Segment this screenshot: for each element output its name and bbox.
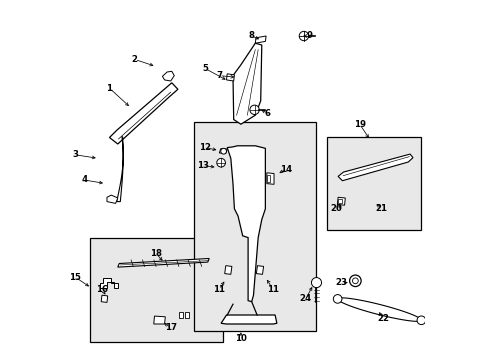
Circle shape xyxy=(220,148,226,154)
Text: 7: 7 xyxy=(216,71,222,80)
Polygon shape xyxy=(185,312,189,318)
Bar xyxy=(326,137,420,230)
Polygon shape xyxy=(118,258,209,267)
Text: 1: 1 xyxy=(106,84,112,93)
Polygon shape xyxy=(153,316,165,324)
Polygon shape xyxy=(224,266,231,274)
Text: 20: 20 xyxy=(330,204,342,213)
Polygon shape xyxy=(107,195,118,203)
Circle shape xyxy=(352,278,358,284)
Text: 11: 11 xyxy=(213,285,225,294)
Polygon shape xyxy=(221,315,276,324)
Polygon shape xyxy=(162,71,174,81)
Text: 4: 4 xyxy=(81,175,87,184)
Text: 3: 3 xyxy=(72,150,78,159)
Text: 19: 19 xyxy=(353,120,365,129)
Text: 8: 8 xyxy=(248,31,254,40)
Polygon shape xyxy=(117,137,123,202)
Polygon shape xyxy=(227,146,265,302)
Text: 17: 17 xyxy=(164,323,176,332)
Text: 16: 16 xyxy=(96,285,108,294)
Text: 22: 22 xyxy=(376,314,388,323)
Circle shape xyxy=(349,275,361,287)
Text: 5: 5 xyxy=(202,64,207,73)
Polygon shape xyxy=(179,312,183,318)
Circle shape xyxy=(216,158,225,167)
Polygon shape xyxy=(266,175,270,182)
Text: 2: 2 xyxy=(131,55,138,64)
Circle shape xyxy=(333,294,341,303)
Polygon shape xyxy=(232,43,261,124)
Polygon shape xyxy=(256,266,263,274)
Bar xyxy=(194,122,316,331)
Polygon shape xyxy=(219,149,227,153)
Text: 15: 15 xyxy=(69,273,81,282)
Text: 18: 18 xyxy=(150,249,162,258)
Polygon shape xyxy=(255,36,265,43)
Text: 14: 14 xyxy=(279,165,291,174)
Text: 21: 21 xyxy=(374,204,386,213)
Text: 13: 13 xyxy=(197,161,209,170)
Text: 11: 11 xyxy=(267,285,279,294)
Polygon shape xyxy=(337,197,345,205)
Polygon shape xyxy=(337,298,421,321)
Text: 6: 6 xyxy=(264,109,270,118)
Text: 23: 23 xyxy=(335,278,347,287)
Circle shape xyxy=(299,31,308,41)
Polygon shape xyxy=(266,173,273,184)
Bar xyxy=(89,238,223,342)
Polygon shape xyxy=(101,295,107,302)
Text: 9: 9 xyxy=(305,31,312,40)
Polygon shape xyxy=(226,74,234,81)
Text: 10: 10 xyxy=(234,334,246,343)
Text: 24: 24 xyxy=(299,294,311,303)
Polygon shape xyxy=(100,278,118,288)
Polygon shape xyxy=(109,83,178,144)
Circle shape xyxy=(416,316,425,325)
Circle shape xyxy=(311,278,321,288)
Polygon shape xyxy=(337,199,342,203)
Text: 12: 12 xyxy=(199,143,210,152)
Polygon shape xyxy=(337,154,412,181)
Circle shape xyxy=(249,105,259,114)
